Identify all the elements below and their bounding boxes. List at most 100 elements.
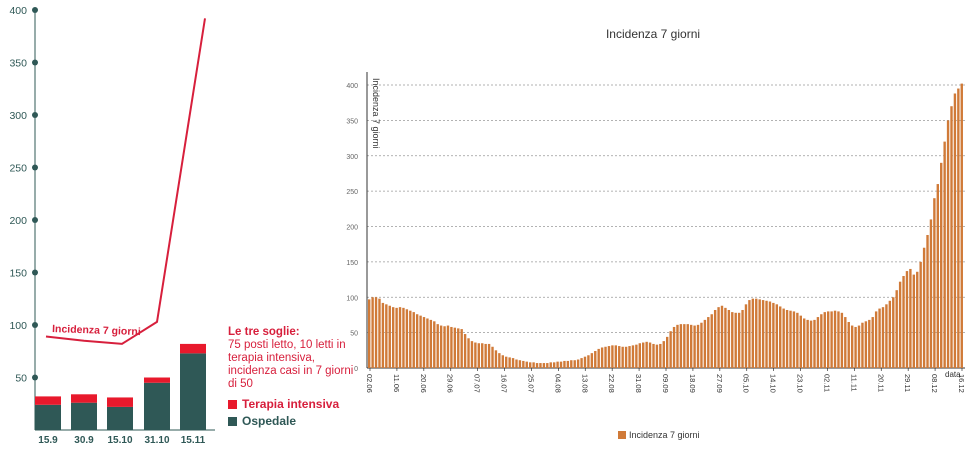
right-y-tick-label: 400 (346, 83, 358, 90)
incidence-bar (885, 304, 888, 368)
incidence-bar (755, 298, 758, 368)
left-bars (35, 343, 206, 430)
left-x-axis: 15.9 30.9 15.10 31.10 15.11 (38, 435, 205, 446)
incidence-bar (789, 310, 792, 368)
left-y-tick-label: 250 (9, 163, 27, 175)
right-y-tick-label: 150 (346, 260, 358, 267)
right-y-tick-label: 100 (346, 295, 358, 302)
incidence-bar (669, 331, 672, 368)
incidence-bar (642, 342, 645, 368)
bar-terapia-intensiva (107, 397, 133, 407)
incidence-bar (539, 363, 542, 368)
incidence-bar (378, 298, 381, 368)
incidence-bar (576, 359, 580, 368)
right-x-axis: 02.06 11.06 20.06 29.06 07.07 16.07 25.07 04.08… (365, 368, 966, 393)
incidence-bar (737, 312, 741, 368)
right-x-tick-label: 09.09 (661, 374, 670, 393)
left-x-tick-label: 15.10 (107, 435, 132, 446)
left-x-tick-label: 15.11 (181, 435, 206, 446)
incidence-bar (624, 346, 628, 368)
incidence-bar (659, 343, 662, 368)
right-x-tick-label: 05.10 (742, 374, 751, 393)
incidence-bar (505, 356, 508, 368)
right-x-tick-label: 27.09 (715, 374, 724, 393)
incidence-line: Incidenza 7 giorni (45, 18, 206, 345)
incidence-bar (768, 301, 772, 368)
incidence-bar (494, 350, 498, 368)
incidence-bar (549, 362, 552, 368)
incidence-bar (741, 309, 744, 368)
incidence-bar (847, 322, 850, 368)
incidence-bar (686, 324, 689, 368)
incidence-bar (487, 343, 491, 368)
incidence-bar (833, 310, 837, 368)
right-y-tick-label: 0 (354, 366, 358, 373)
incidence-bar (374, 297, 378, 368)
incidence-bar (775, 304, 779, 368)
right-y-tick-label: 300 (346, 154, 358, 161)
bar-terapia-intensiva (180, 343, 206, 354)
incidence-bar (436, 324, 439, 368)
incidence-bar (518, 360, 522, 368)
incidence-bar (470, 341, 474, 368)
incidence-bar (803, 318, 806, 368)
incidence-bar (898, 281, 902, 368)
incidence-bar (679, 324, 683, 368)
right-x-tick-label: 11.06 (392, 374, 401, 392)
incidence-bar (597, 348, 600, 368)
incidence-bar (474, 342, 477, 368)
incidence-bar (573, 360, 576, 368)
incidence-bar (765, 300, 768, 368)
incidence-bar (826, 311, 830, 368)
note-text: 75 posti letto, 10 letti in terapia inte… (228, 339, 354, 390)
incidence-bar (854, 326, 857, 368)
incidence-bar (693, 325, 696, 368)
incidence-bar (748, 300, 751, 368)
incidence-bar (422, 317, 426, 368)
incidence-bar (590, 353, 594, 368)
incidence-bar (600, 347, 604, 368)
incidence-bar (570, 360, 573, 368)
incidence-bar (850, 325, 854, 368)
incidence-bar (731, 312, 734, 368)
legend-label-incidence: Incidenza 7 giorni (629, 430, 700, 440)
incidence-bar (727, 309, 731, 368)
incidence-bar (946, 120, 950, 369)
bar-ospedale (180, 353, 206, 430)
incidence-bar (957, 88, 960, 368)
incidence-bar (604, 346, 607, 368)
legend-swatch-incidence (618, 431, 626, 439)
incidence-bar (902, 276, 905, 368)
incidence-bar (720, 305, 724, 368)
incidence-bar (837, 311, 840, 368)
incidence-bar (419, 315, 422, 368)
incidence-bar (929, 219, 933, 368)
incidence-bar (481, 343, 484, 368)
incidence-bar (919, 261, 922, 369)
bar-terapia-intensiva (144, 377, 170, 383)
incidence-bar (446, 325, 450, 368)
legend-label-intensive: Terapia intensiva (242, 397, 340, 411)
incidence-bar (429, 319, 433, 368)
incidence-bar (491, 346, 494, 368)
incidence-bar (511, 358, 515, 368)
incidence-bar (648, 342, 652, 368)
incidence-bar (871, 317, 874, 368)
incidence-bar (751, 298, 755, 368)
bar-ospedale (144, 382, 170, 430)
right-x-tick-label: 29.11 (903, 374, 912, 392)
right-x-tick-label: 20.11 (876, 374, 885, 392)
incidence-bar (528, 362, 532, 368)
right-incidence-chart: Incidenza 7 giorni 0 50 100 150 200 250 300 350… (346, 27, 966, 440)
incidence-bar (580, 358, 583, 368)
incidence-bar (535, 363, 539, 368)
incidence-bar (463, 334, 467, 368)
incidence-bar (717, 307, 720, 368)
left-y-tick-label: 50 (15, 373, 27, 385)
right-y-tick-label: 50 (350, 331, 358, 338)
incidence-bar (816, 317, 820, 368)
right-x-tick-label: 04.08 (553, 374, 562, 393)
right-x-tick-label: 23.10 (796, 374, 805, 393)
incidence-bar (402, 307, 405, 368)
right-bars (368, 83, 963, 369)
